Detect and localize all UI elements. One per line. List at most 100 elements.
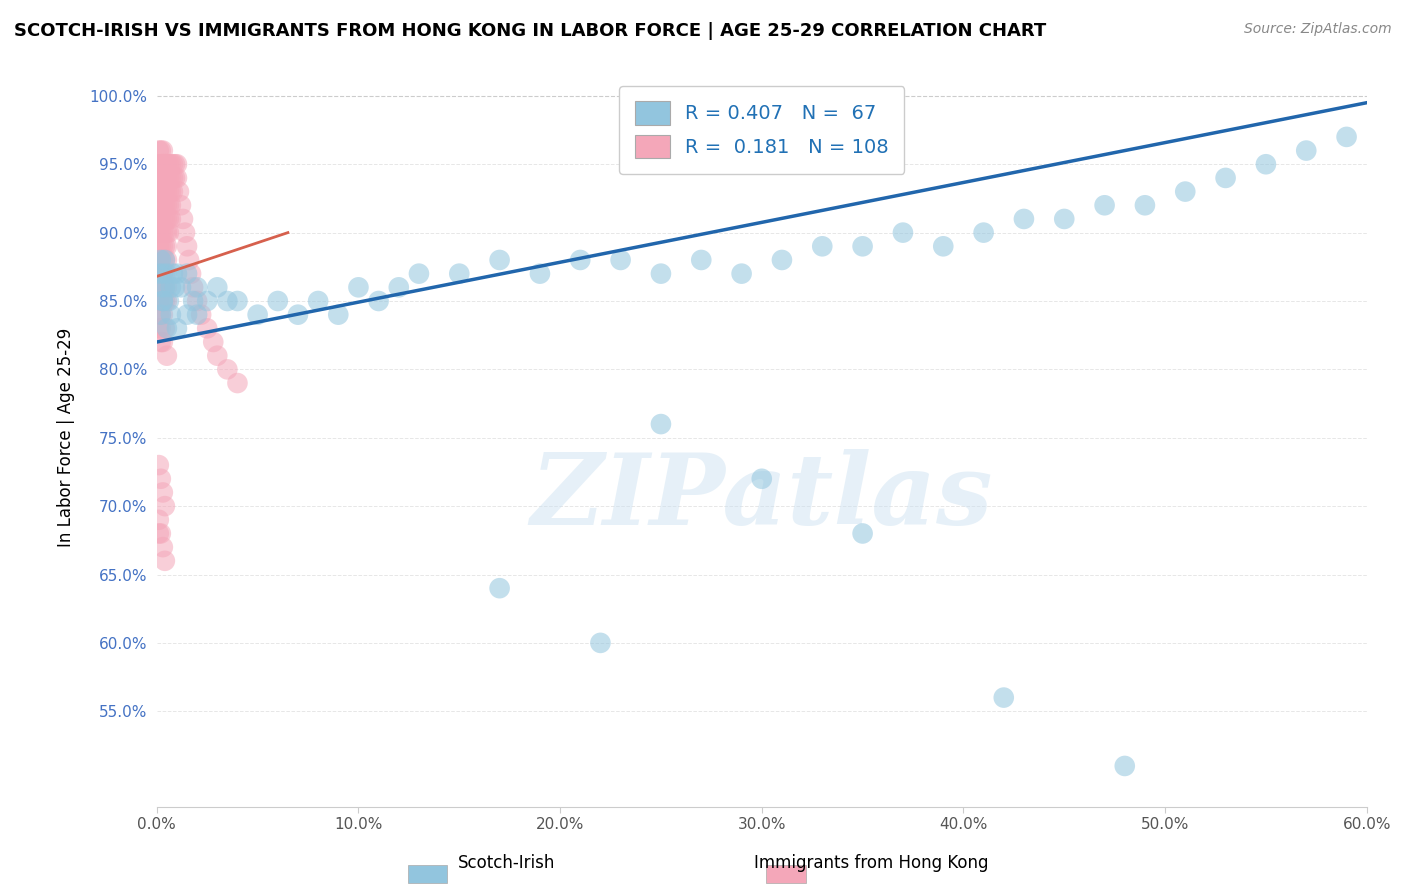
Point — [152, 226, 174, 240]
Point — [148, 458, 170, 472]
Point — [195, 321, 218, 335]
Point — [388, 280, 411, 294]
Point — [148, 198, 170, 212]
Point — [160, 185, 183, 199]
Point — [148, 185, 170, 199]
Point — [1295, 144, 1317, 158]
Point — [167, 185, 190, 199]
Point — [408, 267, 430, 281]
Point — [852, 239, 875, 253]
Point — [160, 170, 183, 185]
Point — [156, 267, 179, 281]
Point — [176, 239, 198, 253]
Point — [153, 499, 176, 513]
Point — [307, 293, 329, 308]
Point — [1094, 198, 1116, 212]
Point — [176, 267, 198, 281]
Point — [156, 211, 179, 226]
Point — [149, 239, 172, 253]
Point — [170, 198, 193, 212]
Text: Scotch-Irish: Scotch-Irish — [457, 855, 555, 872]
Point — [852, 526, 875, 541]
Point — [529, 267, 551, 281]
Point — [152, 211, 174, 226]
Point — [1053, 211, 1076, 226]
Point — [650, 267, 672, 281]
Point — [287, 308, 309, 322]
Point — [149, 321, 172, 335]
Point — [156, 349, 179, 363]
Point — [226, 376, 249, 390]
Point — [246, 308, 269, 322]
Point — [152, 293, 174, 308]
Point — [157, 211, 180, 226]
Point — [1133, 198, 1156, 212]
Point — [149, 157, 172, 171]
Point — [770, 252, 793, 267]
Point — [149, 472, 172, 486]
Point — [162, 170, 184, 185]
Point — [149, 198, 172, 212]
Legend: R = 0.407   N =  67, R =  0.181   N = 108: R = 0.407 N = 67, R = 0.181 N = 108 — [619, 86, 904, 174]
Point — [162, 185, 184, 199]
Point — [148, 513, 170, 527]
Point — [153, 239, 176, 253]
Point — [157, 170, 180, 185]
Point — [148, 267, 170, 281]
Point — [166, 157, 188, 171]
Point — [166, 321, 188, 335]
Point — [156, 185, 179, 199]
Point — [180, 267, 202, 281]
Point — [148, 170, 170, 185]
Point — [609, 252, 631, 267]
Point — [186, 293, 208, 308]
Point — [166, 267, 188, 281]
Point — [148, 267, 170, 281]
Point — [202, 334, 225, 349]
Point — [152, 157, 174, 171]
Point — [1012, 211, 1035, 226]
Point — [153, 198, 176, 212]
Point — [891, 226, 914, 240]
Point — [148, 239, 170, 253]
Point — [217, 362, 239, 376]
Point — [149, 170, 172, 185]
Point — [177, 252, 200, 267]
Point — [152, 198, 174, 212]
Point — [153, 252, 176, 267]
Point — [148, 321, 170, 335]
Point — [347, 280, 370, 294]
Text: SCOTCH-IRISH VS IMMIGRANTS FROM HONG KONG IN LABOR FORCE | AGE 25-29 CORRELATION: SCOTCH-IRISH VS IMMIGRANTS FROM HONG KON… — [14, 22, 1046, 40]
Point — [148, 526, 170, 541]
Point — [690, 252, 713, 267]
Point — [157, 293, 180, 308]
Point — [488, 581, 510, 595]
Point — [149, 252, 172, 267]
Point — [153, 252, 176, 267]
Point — [152, 267, 174, 281]
Point — [152, 280, 174, 294]
Point — [170, 280, 193, 294]
Point — [153, 280, 176, 294]
Point — [186, 308, 208, 322]
Point — [149, 334, 172, 349]
Point — [195, 293, 218, 308]
Point — [174, 226, 197, 240]
Point — [163, 157, 186, 171]
Point — [156, 157, 179, 171]
Point — [152, 293, 174, 308]
Point — [1114, 759, 1136, 773]
Point — [1215, 170, 1237, 185]
Text: ZIPatlas: ZIPatlas — [530, 449, 993, 545]
Point — [172, 211, 194, 226]
Point — [148, 226, 170, 240]
Point — [153, 185, 176, 199]
Point — [157, 198, 180, 212]
Point — [156, 280, 179, 294]
Point — [1254, 157, 1277, 171]
Point — [153, 554, 176, 568]
Point — [149, 308, 172, 322]
Point — [152, 185, 174, 199]
Point — [207, 349, 229, 363]
Point — [149, 252, 172, 267]
